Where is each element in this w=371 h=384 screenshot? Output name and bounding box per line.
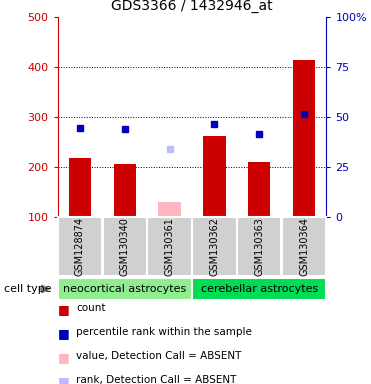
Text: ■: ■: [58, 351, 69, 364]
Bar: [158, 202, 181, 217]
Text: count: count: [76, 303, 106, 313]
Bar: [237, 217, 282, 276]
Text: percentile rank within the sample: percentile rank within the sample: [76, 327, 252, 337]
Text: GSM130363: GSM130363: [254, 217, 264, 276]
Bar: [114, 164, 136, 217]
Bar: [192, 217, 237, 276]
Text: cell type: cell type: [4, 284, 51, 294]
Text: value, Detection Call = ABSENT: value, Detection Call = ABSENT: [76, 351, 242, 361]
Text: GSM130362: GSM130362: [209, 217, 219, 276]
Bar: [147, 217, 192, 276]
Bar: [293, 60, 315, 217]
Text: GSM130364: GSM130364: [299, 217, 309, 276]
Text: ■: ■: [58, 375, 69, 384]
Text: cerebellar astrocytes: cerebellar astrocytes: [201, 284, 318, 294]
Text: GSM130361: GSM130361: [165, 217, 175, 276]
Bar: [282, 217, 326, 276]
Bar: [102, 217, 147, 276]
Text: rank, Detection Call = ABSENT: rank, Detection Call = ABSENT: [76, 375, 236, 384]
Text: ■: ■: [58, 327, 69, 340]
Text: ■: ■: [58, 303, 69, 316]
Bar: [69, 158, 91, 217]
Bar: [192, 278, 326, 300]
Bar: [58, 217, 102, 276]
Text: GSM130340: GSM130340: [120, 217, 130, 276]
Text: GSM128874: GSM128874: [75, 217, 85, 276]
Bar: [58, 278, 192, 300]
Text: neocortical astrocytes: neocortical astrocytes: [63, 284, 186, 294]
Bar: [248, 162, 270, 217]
Title: GDS3366 / 1432946_at: GDS3366 / 1432946_at: [111, 0, 273, 13]
Bar: [203, 136, 226, 217]
